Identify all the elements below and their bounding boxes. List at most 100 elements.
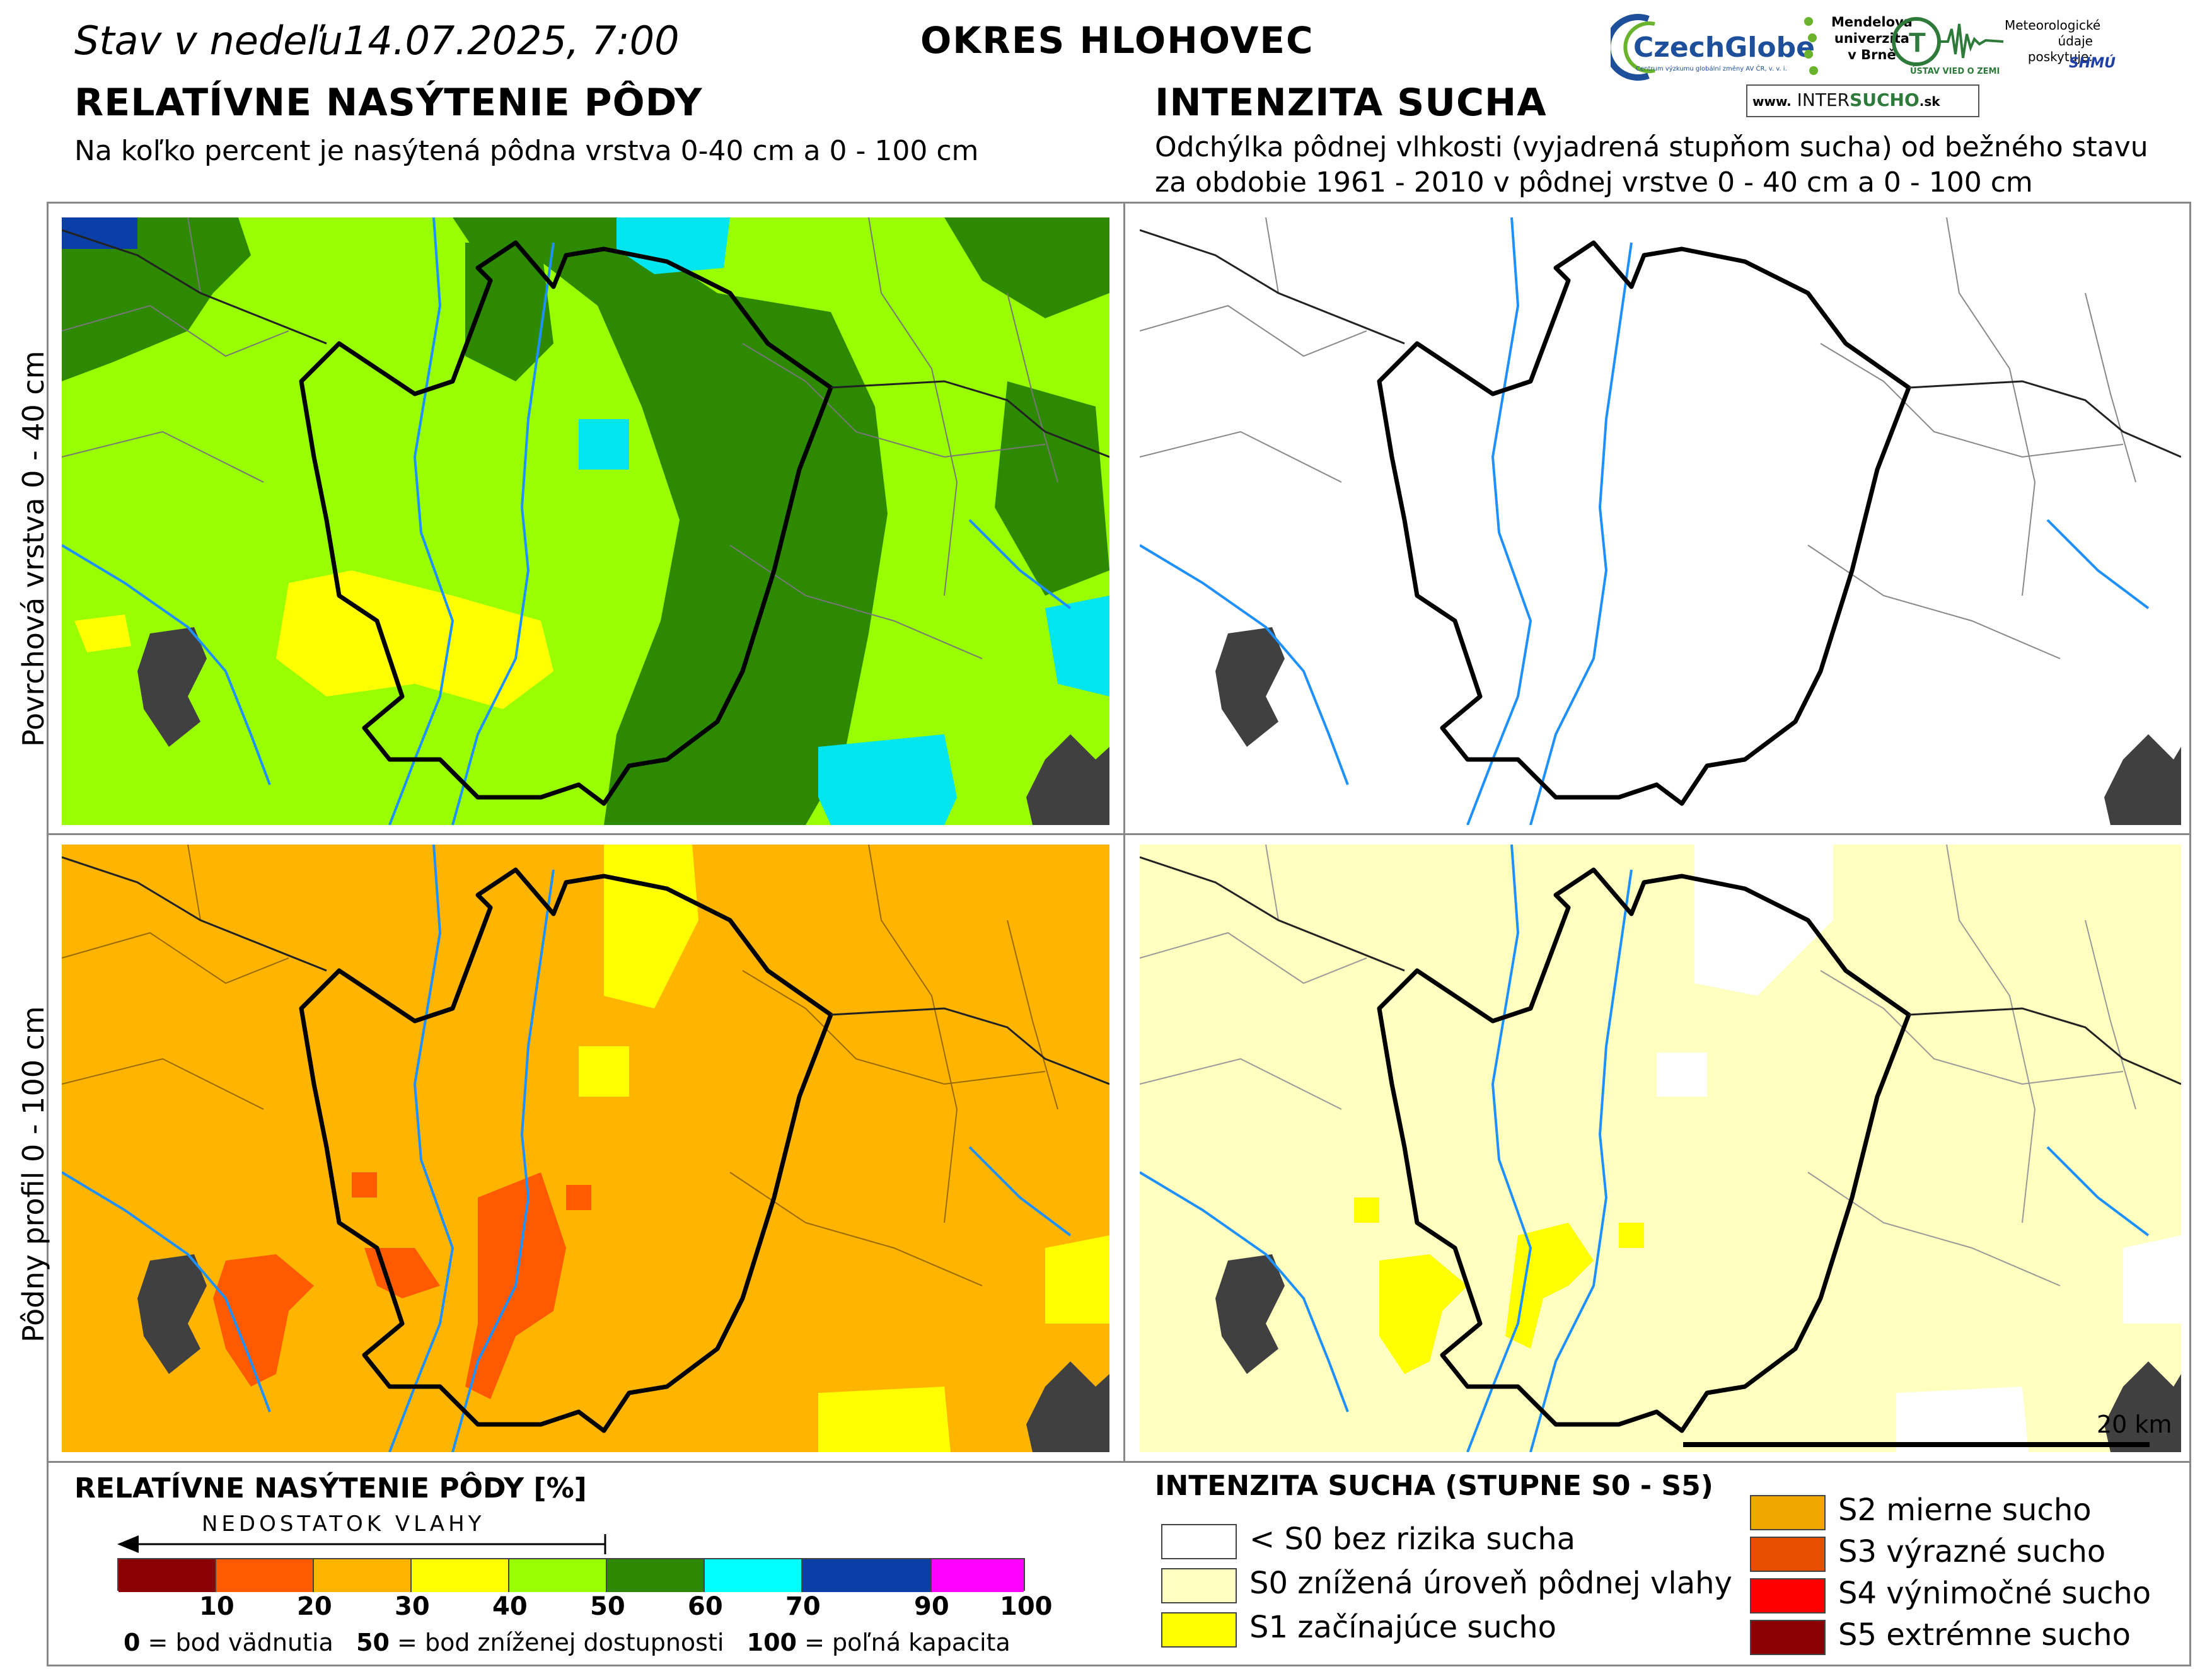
note-0: 0 bbox=[124, 1629, 141, 1656]
drought-swatch bbox=[1750, 1620, 1826, 1655]
drought-label: S4 výnimočné sucho bbox=[1838, 1576, 2151, 1611]
yellow-zone bbox=[1354, 1198, 1644, 1374]
shmu-logo: SHMÚ bbox=[2069, 55, 2116, 71]
mendel-dots-icon bbox=[1804, 17, 1818, 75]
czechglobe-logo: CzechGlobe Centrum výzkumu globální změn… bbox=[1604, 13, 1815, 82]
yellow-zone bbox=[74, 570, 553, 709]
scale-bar-label: 20 km bbox=[2097, 1411, 2172, 1438]
left-title: RELATÍVNE NASÝTENIE PÔDY bbox=[74, 81, 703, 125]
drought-swatch bbox=[1161, 1524, 1237, 1559]
color-bar-cell bbox=[119, 1559, 216, 1592]
seismograph-icon: T bbox=[1892, 17, 2004, 66]
district-boundary bbox=[1377, 240, 1911, 806]
note-50: 50 bbox=[356, 1629, 390, 1656]
intersucho-www: www. bbox=[1752, 94, 1792, 109]
tick-label: 70 bbox=[785, 1592, 821, 1621]
tick-label: 50 bbox=[590, 1592, 625, 1621]
intersucho-logo: www. INTERSUCHO.sk bbox=[1746, 84, 1979, 117]
tick-label: 100 bbox=[1000, 1592, 1053, 1621]
tick-label: 60 bbox=[688, 1592, 723, 1621]
color-bar-cell bbox=[412, 1559, 509, 1592]
municipal-boundaries bbox=[1140, 845, 2136, 1286]
municipal-boundaries bbox=[1140, 217, 2136, 659]
legend-divider bbox=[47, 1461, 2191, 1463]
map-drought-profile bbox=[1140, 845, 2181, 1452]
ustav-logo: T ÚSTAV VIED O ZEMI bbox=[1891, 16, 2005, 79]
map-base-fill bbox=[62, 217, 1109, 825]
tick-label: 10 bbox=[199, 1592, 235, 1621]
map-base-fill bbox=[1140, 845, 2181, 1452]
intersucho-a: INTER bbox=[1797, 89, 1850, 110]
urban-areas bbox=[1215, 1254, 2181, 1452]
arrow-left-icon bbox=[117, 1534, 606, 1554]
municipal-boundaries bbox=[62, 217, 1058, 659]
meteo-provider: Meteorologické údaje poskytuje: SHMÚ bbox=[2005, 18, 2131, 81]
row-label-top: Povrchová vrstva 0 - 40 cm bbox=[16, 350, 50, 747]
color-bar-cell bbox=[509, 1559, 607, 1592]
drought-label: S1 začínajúce sucho bbox=[1249, 1610, 1556, 1645]
color-bar-cell bbox=[932, 1559, 1024, 1592]
right-subtitle-1: Odchýlka pôdnej vlhkosti (vyjadrená stup… bbox=[1155, 131, 2148, 163]
regional-boundary bbox=[1140, 856, 2181, 1085]
drought-swatch bbox=[1750, 1537, 1826, 1572]
drought-label: S5 extrémne sucho bbox=[1838, 1617, 2131, 1653]
map-saturation-profile bbox=[62, 845, 1109, 1452]
regional-boundary bbox=[62, 856, 1109, 1085]
tick-label: 20 bbox=[297, 1592, 332, 1621]
left-subtitle: Na koľko percent je nasýtená pôdna vrstv… bbox=[74, 135, 979, 167]
day-text: Stav v nedeľu bbox=[74, 18, 343, 64]
intersucho-c: .sk bbox=[1919, 94, 1940, 109]
note-100: 100 bbox=[746, 1629, 797, 1656]
cyan-zone bbox=[579, 217, 1109, 825]
rivers bbox=[1140, 217, 2150, 825]
ustav-text: ÚSTAV VIED O ZEMI bbox=[1910, 67, 2000, 76]
right-subtitle-2: za obdobie 1961 - 2010 v pôdnej vrstve 0… bbox=[1155, 166, 2033, 199]
meteo-text: Meteorologické údaje poskytuje: bbox=[2005, 18, 2101, 65]
tick-label: 40 bbox=[492, 1592, 528, 1621]
tick-label: 30 bbox=[395, 1592, 430, 1621]
mendel-line-3: v Brně bbox=[1848, 47, 1896, 62]
map-drought-topsoil bbox=[1140, 217, 2181, 825]
svg-text:T: T bbox=[1909, 27, 1926, 58]
drought-label: S2 mierne sucho bbox=[1838, 1492, 2092, 1528]
note-0-text: = bod vädnutia bbox=[140, 1629, 333, 1656]
rivers bbox=[1140, 845, 2150, 1452]
czechglobe-text: CzechGlobe bbox=[1633, 32, 1815, 64]
legend-left-title: RELATÍVNE NASÝTENIE PÔDY [%] bbox=[74, 1472, 587, 1504]
drought-swatch bbox=[1750, 1578, 1826, 1613]
drought-swatch bbox=[1161, 1612, 1237, 1648]
drought-label: S0 znížená úroveň pôdnej vlahy bbox=[1249, 1566, 1732, 1601]
legend-left-note: 0 = bod vädnutia 50 = bod zníženej dostu… bbox=[124, 1629, 1010, 1656]
right-title: INTENZITA SUCHA bbox=[1155, 81, 1547, 125]
white-zone bbox=[1657, 845, 2181, 1452]
urban-areas bbox=[137, 627, 1109, 825]
color-bar-cell bbox=[607, 1559, 705, 1592]
mendel-logo: Mendelova univerzita v Brně bbox=[1800, 14, 1913, 83]
meteo-line-2: údaje bbox=[2058, 33, 2093, 49]
meteo-line-1: Meteorologické bbox=[2005, 18, 2101, 33]
note-50-text: = bod zníženej dostupnosti bbox=[389, 1629, 724, 1656]
tick-label: 90 bbox=[914, 1592, 949, 1621]
panel-frame bbox=[47, 202, 2191, 1666]
meteo-line-3: poskytuje: bbox=[2027, 49, 2093, 64]
map-base-fill bbox=[1140, 217, 2181, 825]
color-bar-cell bbox=[216, 1559, 314, 1592]
drought-label: S3 výrazné sucho bbox=[1838, 1534, 2106, 1569]
urban-areas bbox=[137, 1254, 1109, 1452]
horizontal-divider bbox=[47, 833, 2191, 835]
vertical-divider bbox=[1123, 202, 1125, 1462]
urban-areas bbox=[1215, 627, 2181, 825]
color-bar bbox=[117, 1558, 1025, 1592]
mendel-text: Mendelova univerzita v Brně bbox=[1831, 14, 1913, 63]
color-bar-cell bbox=[802, 1559, 932, 1592]
date-text: 14.07.2025, 7:00 bbox=[342, 18, 680, 64]
regional-boundary bbox=[62, 229, 1109, 458]
district-boundary bbox=[299, 867, 833, 1433]
district-boundary bbox=[299, 240, 833, 806]
color-bar-cell bbox=[314, 1559, 412, 1592]
rivers bbox=[62, 845, 1072, 1452]
note-100-text: = poľná kapacita bbox=[797, 1629, 1010, 1656]
map-saturation-topsoil bbox=[62, 217, 1109, 825]
regional-boundary bbox=[1140, 229, 2181, 458]
dark-green-zone bbox=[62, 217, 1109, 825]
